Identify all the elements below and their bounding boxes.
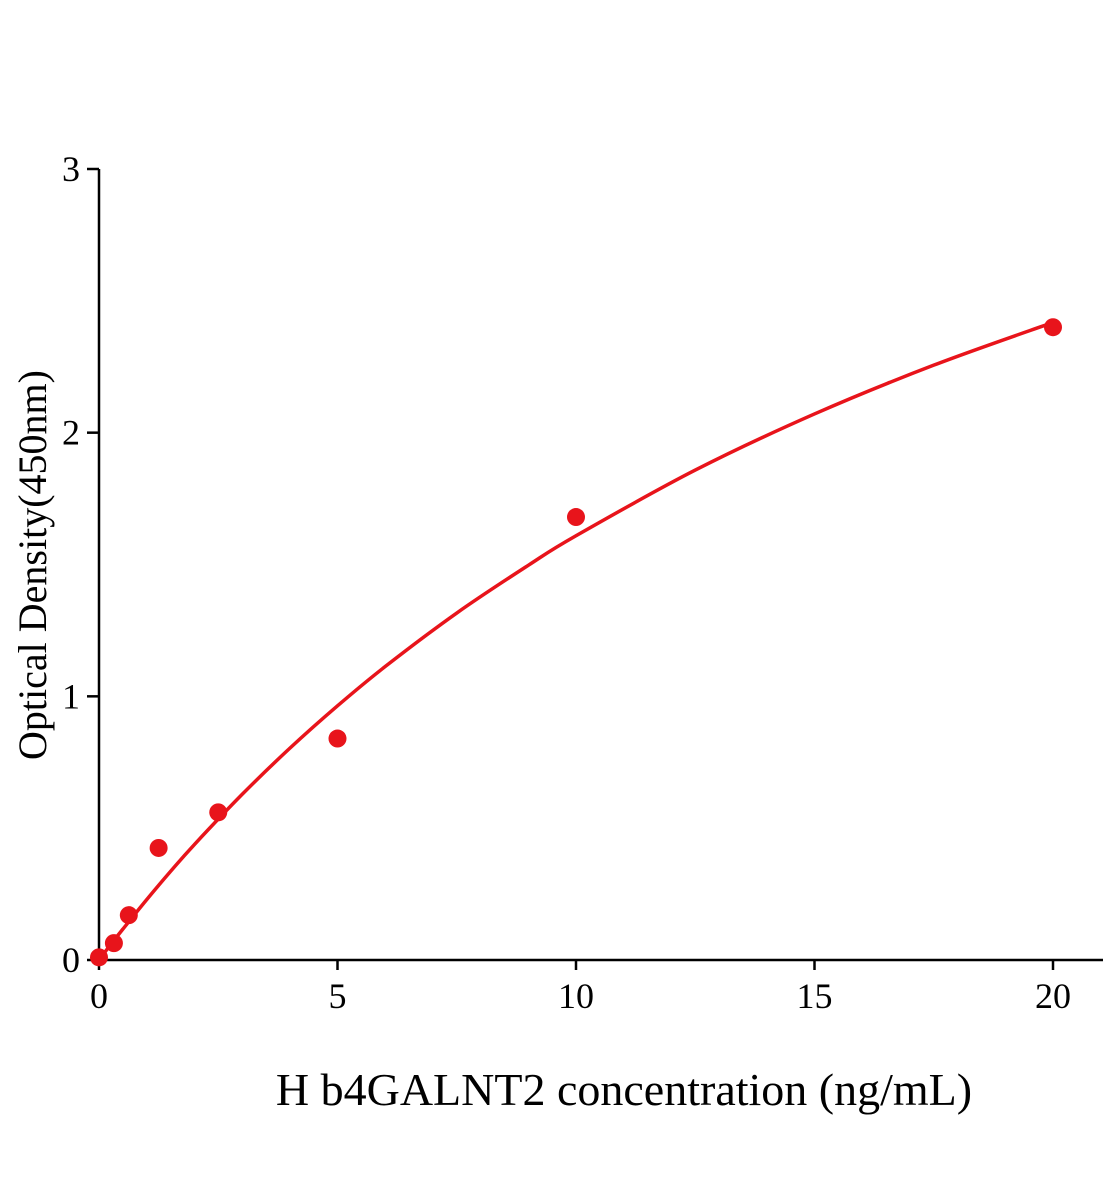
y-tick-label: 3 (62, 149, 80, 189)
data-point (149, 838, 168, 857)
data-point (1044, 318, 1062, 337)
data-point (209, 803, 228, 822)
data-point (119, 906, 138, 925)
x-tick-label: 15 (797, 976, 833, 1016)
y-tick-label: 1 (62, 676, 80, 716)
x-tick-label: 0 (90, 976, 108, 1016)
x-tick-label: 10 (558, 976, 594, 1016)
data-point (90, 948, 108, 967)
y-tick-label: 0 (62, 940, 80, 980)
x-tick-label: 20 (1035, 976, 1071, 1016)
x-tick-label: 5 (329, 976, 347, 1016)
fit-curve (97, 320, 1054, 962)
data-point (328, 729, 347, 748)
marks (90, 318, 1062, 967)
data-point (567, 508, 585, 527)
data-point (104, 934, 123, 953)
y-tick-label: 2 (62, 413, 80, 453)
x-axis-label: H b4GALNT2 concentration (ng/mL) (276, 1064, 972, 1115)
axes: 0 5 10 15 20 0 1 2 3 (62, 149, 1103, 1016)
y-axis-label: Optical Density(450nm) (10, 370, 55, 760)
